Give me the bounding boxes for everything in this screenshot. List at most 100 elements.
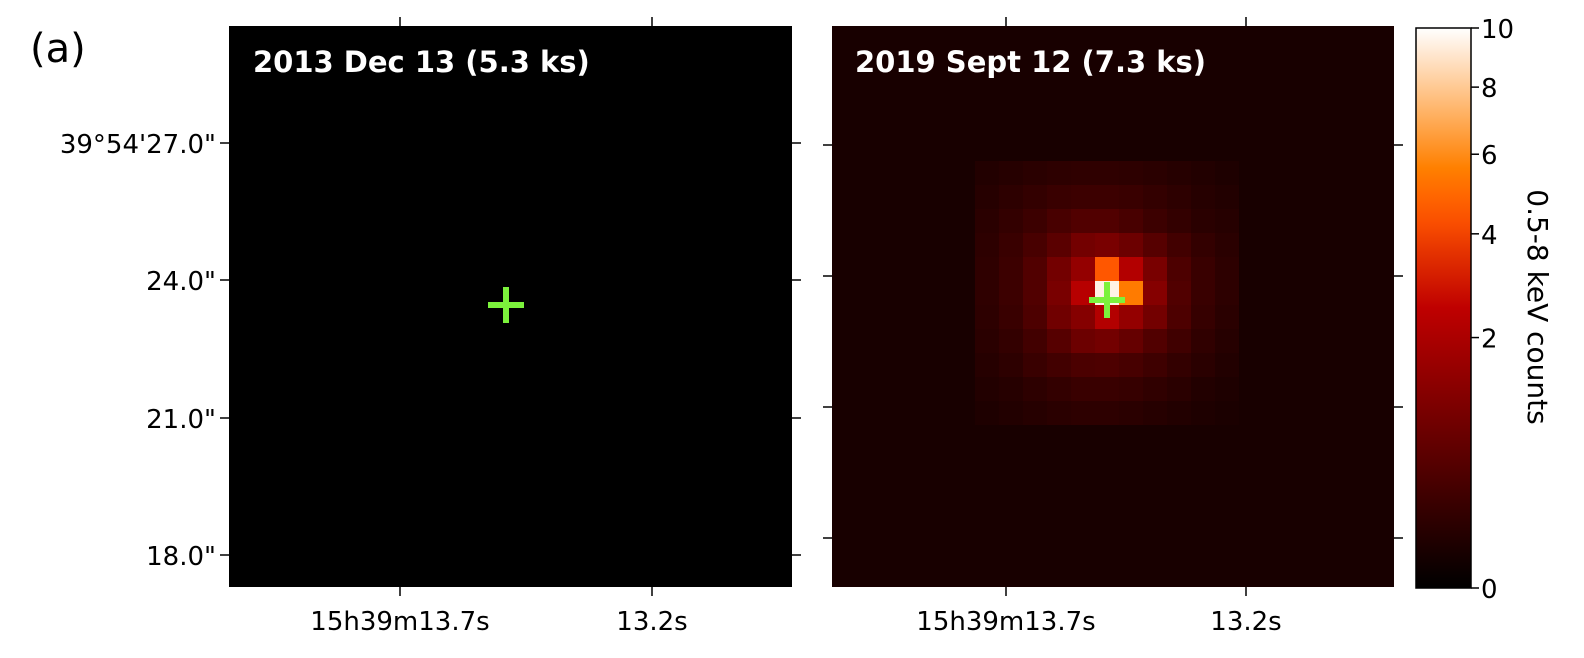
- panel-2019-x-tick-label: 15h39m13.7s: [916, 607, 1095, 637]
- panel-2013-x-tick-label: 13.2s: [616, 607, 687, 637]
- heatmap-pixel: [1167, 257, 1191, 281]
- heatmap-pixel: [975, 185, 999, 209]
- heatmap-pixel: [1215, 209, 1239, 233]
- heatmap-pixel: [1119, 305, 1143, 329]
- heatmap-pixel: [1095, 233, 1119, 257]
- heatmap-pixel: [1071, 353, 1095, 377]
- heatmap-pixel: [1095, 329, 1119, 353]
- heatmap-pixel: [975, 233, 999, 257]
- heatmap-pixel: [1119, 185, 1143, 209]
- heatmap-pixel: [999, 401, 1023, 425]
- heatmap-pixel: [975, 161, 999, 185]
- heatmap-pixel: [1023, 305, 1047, 329]
- heatmap-pixel: [1095, 401, 1119, 425]
- heatmap-pixel: [1071, 329, 1095, 353]
- heatmap-pixel: [1143, 257, 1167, 281]
- heatmap-pixel: [1023, 161, 1047, 185]
- heatmap-pixel: [1023, 281, 1047, 305]
- panel-2019-title: 2019 Sept 12 (7.3 ks): [855, 45, 1206, 79]
- heatmap-pixel: [975, 401, 999, 425]
- panel-2013-x-tick-label: 15h39m13.7s: [310, 607, 489, 637]
- heatmap-pixel: [1047, 329, 1071, 353]
- heatmap-pixel: [1191, 305, 1215, 329]
- heatmap-pixel: [1071, 185, 1095, 209]
- heatmap-pixel: [1071, 377, 1095, 401]
- heatmap-pixel: [975, 209, 999, 233]
- panel-2013-source-marker: [488, 287, 524, 323]
- heatmap-pixel: [1167, 233, 1191, 257]
- heatmap-pixel: [1119, 161, 1143, 185]
- heatmap-pixel: [1071, 209, 1095, 233]
- heatmap-pixel: [1047, 353, 1071, 377]
- heatmap-pixel: [1071, 233, 1095, 257]
- heatmap-pixel: [1119, 377, 1143, 401]
- panel-2013-y-tick-label: 39°54'27.0": [60, 130, 216, 160]
- heatmap-pixel: [1215, 281, 1239, 305]
- panel-label: (a): [30, 26, 86, 72]
- panel-2019-x-tick-label: 13.2s: [1210, 607, 1281, 637]
- colorbar-tick-label: 4: [1481, 221, 1498, 251]
- colorbar-tick-label: 0: [1481, 575, 1498, 605]
- colorbar-tick-label: 8: [1481, 74, 1498, 104]
- colorbar-tick-label: 6: [1481, 141, 1498, 171]
- heatmap-pixel: [1215, 353, 1239, 377]
- heatmap-pixel: [975, 305, 999, 329]
- heatmap-pixel: [1023, 353, 1047, 377]
- heatmap-pixel: [1119, 329, 1143, 353]
- heatmap-pixel: [1023, 377, 1047, 401]
- heatmap-pixel: [1167, 353, 1191, 377]
- heatmap-pixel: [975, 329, 999, 353]
- heatmap-pixel: [1095, 353, 1119, 377]
- heatmap-pixel: [1047, 185, 1071, 209]
- heatmap-pixel: [1167, 377, 1191, 401]
- heatmap-pixel: [1167, 329, 1191, 353]
- panel-2013-y-tick-label: 21.0": [146, 405, 216, 435]
- colorbar-label: 0.5-8 keV counts: [1521, 189, 1554, 424]
- panel-2019-ticks: [823, 17, 1403, 596]
- heatmap-pixel: [1047, 281, 1071, 305]
- heatmap-pixel: [1167, 281, 1191, 305]
- heatmap-pixel: [999, 161, 1023, 185]
- heatmap-pixel: [975, 377, 999, 401]
- panel-2019-image: [832, 26, 1394, 587]
- panel-2019-source-marker: [1089, 282, 1125, 318]
- heatmap-pixel: [1143, 353, 1167, 377]
- heatmap-pixel: [1143, 209, 1167, 233]
- heatmap-pixel: [1047, 305, 1071, 329]
- heatmap-pixel: [1047, 377, 1071, 401]
- colorbar-tick-label: 10: [1481, 15, 1514, 45]
- panel-2013-title: 2013 Dec 13 (5.3 ks): [253, 45, 590, 79]
- heatmap-pixel: [1191, 281, 1215, 305]
- heatmap-pixel: [1167, 401, 1191, 425]
- heatmap-pixel: [1215, 377, 1239, 401]
- heatmap-pixel: [1143, 401, 1167, 425]
- heatmap-pixel: [1215, 185, 1239, 209]
- heatmap-pixel: [1143, 305, 1167, 329]
- heatmap-pixel: [1215, 305, 1239, 329]
- heatmap-pixel: [1191, 329, 1215, 353]
- heatmap-pixel: [1071, 401, 1095, 425]
- heatmap-pixel: [999, 233, 1023, 257]
- heatmap-pixel: [1095, 161, 1119, 185]
- heatmap-pixel: [999, 281, 1023, 305]
- heatmap-pixel: [1095, 185, 1119, 209]
- heatmap-pixel: [1071, 257, 1095, 281]
- heatmap-pixel: [1191, 377, 1215, 401]
- heatmap-pixel: [999, 377, 1023, 401]
- heatmap-pixel: [1047, 257, 1071, 281]
- heatmap-pixel: [1215, 233, 1239, 257]
- heatmap-pixel: [1119, 257, 1143, 281]
- heatmap-pixel: [1095, 377, 1119, 401]
- heatmap-pixel: [1023, 329, 1047, 353]
- heatmap-pixel: [1143, 233, 1167, 257]
- panel-2013-ticks: [220, 17, 801, 596]
- heatmap-pixel: [1143, 377, 1167, 401]
- heatmap-pixel: [999, 329, 1023, 353]
- heatmap-pixel: [1071, 161, 1095, 185]
- heatmap-pixel: [1143, 161, 1167, 185]
- heatmap-pixel: [1047, 401, 1071, 425]
- heatmap-pixel: [1119, 401, 1143, 425]
- heatmap-pixel: [975, 353, 999, 377]
- panel-2019: 2019 Sept 12 (7.3 ks) 15h39m13.7s 13.2s: [823, 17, 1403, 637]
- heatmap-pixel: [999, 257, 1023, 281]
